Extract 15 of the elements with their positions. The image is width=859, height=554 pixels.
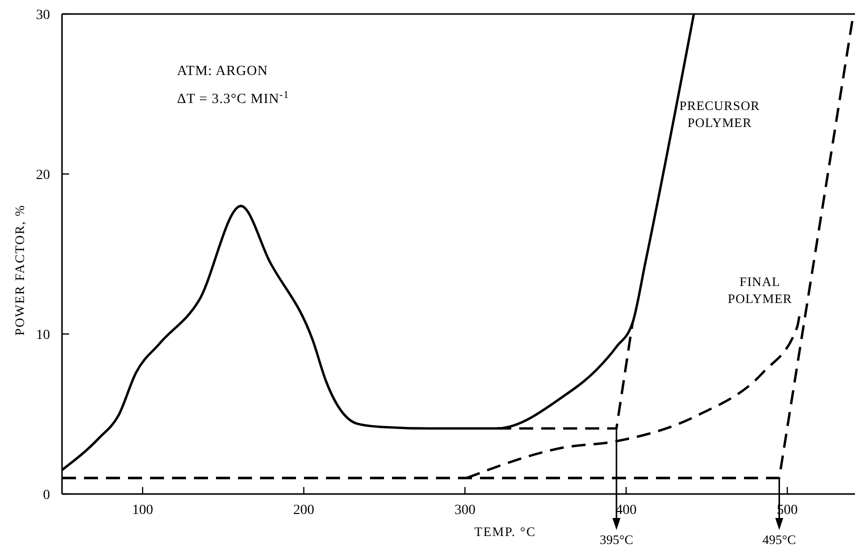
annotation: ΔT = 3.3°C MIN$^{-1}$ [177,90,290,107]
y-tick-label: 10 [36,328,50,343]
annotation: 495°C [762,532,796,547]
x-tick-label: 100 [132,503,154,518]
y-tick-label: 0 [43,488,50,503]
y-tick-label: 20 [36,168,50,183]
y-tick-label: 30 [36,8,50,23]
series-label: FINAL POLYMER [728,274,792,306]
x-tick-label: 300 [454,503,476,518]
x-tick-label: 200 [293,503,314,518]
y-axis-title: POWER FACTOR, % [12,204,27,336]
series-label: PRECURSOR POLYMER [679,98,760,130]
annotation: 395°C [600,532,634,547]
annotation: ATM: ARGON [177,64,268,79]
x-axis-title: TEMP. °C [474,524,536,539]
